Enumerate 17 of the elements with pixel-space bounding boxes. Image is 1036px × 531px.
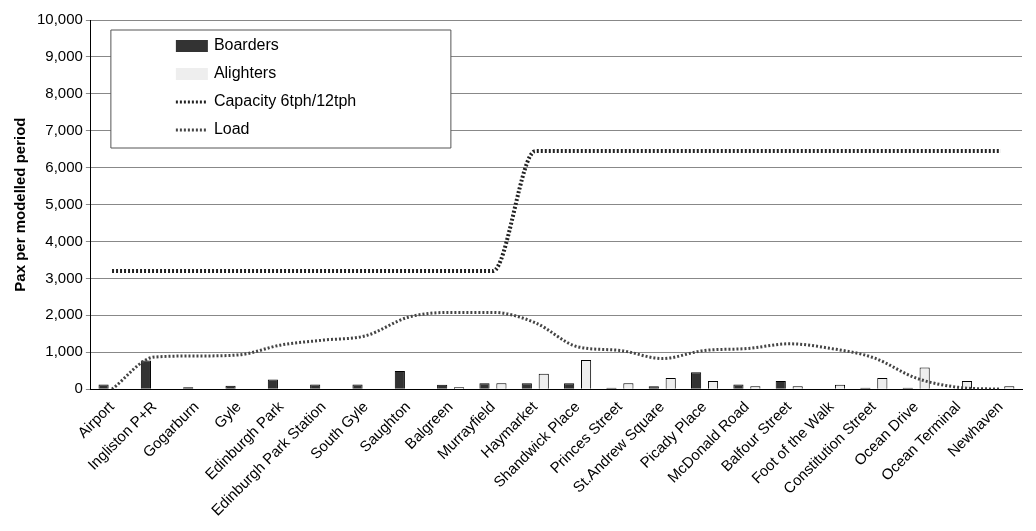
y-tick-label: 6,000	[45, 157, 83, 175]
y-tick-label: 0	[74, 379, 83, 397]
y-tick-label: 8,000	[45, 83, 83, 101]
y-tick-label: 7,000	[45, 120, 83, 138]
legend-label: Capacity 6tph/12tph	[213, 92, 357, 110]
y-axis-title: Pax per modelled period	[11, 117, 29, 292]
y-tick-label: 4,000	[45, 231, 83, 249]
legend-label: Boarders	[213, 36, 279, 54]
y-tick-label: 5,000	[45, 194, 83, 212]
x-tick-label: Gyle	[210, 397, 245, 432]
legend-label: Load	[213, 120, 250, 138]
legend-label: Alighters	[213, 64, 277, 82]
y-tick-label: 1,000	[45, 342, 83, 360]
y-tick-label: 2,000	[45, 305, 83, 323]
y-tick-label: 3,000	[45, 268, 83, 286]
y-tick-label: 10,000	[36, 10, 83, 28]
y-tick-label: 9,000	[45, 47, 83, 65]
